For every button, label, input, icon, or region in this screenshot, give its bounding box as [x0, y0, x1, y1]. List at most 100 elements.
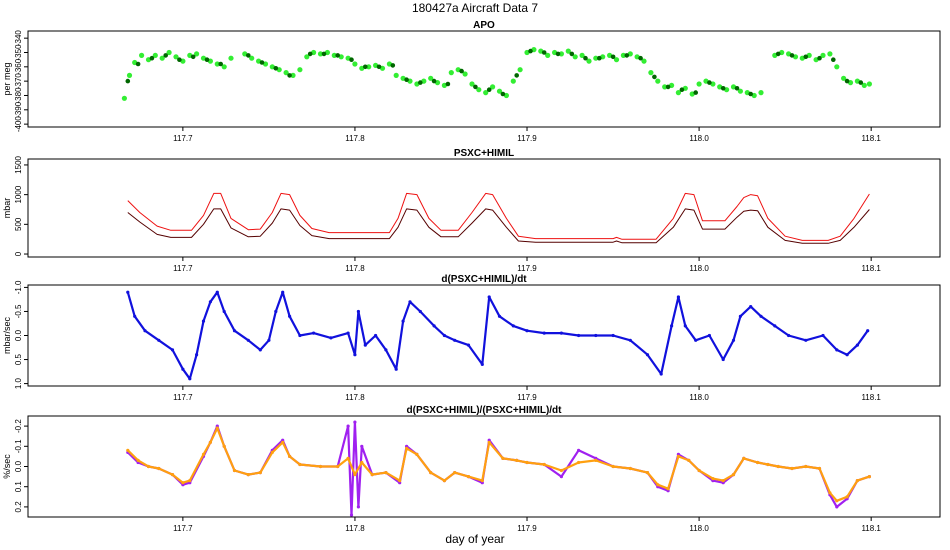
data-point [188, 377, 192, 381]
data-point [542, 331, 546, 335]
data-point [511, 324, 515, 328]
data-point [756, 460, 760, 465]
data-point [487, 440, 491, 444]
y-tick-label: 0.2 [14, 501, 23, 513]
y-tick-label: -0.5 [14, 304, 23, 318]
y-tick-label: 0 [14, 251, 23, 256]
data-point [418, 80, 423, 85]
data-point [201, 319, 206, 323]
y-tick-label: 0.5 [14, 353, 23, 365]
y-tick-label: -380 [14, 87, 23, 104]
y-axis-label: mbar/sec [2, 316, 12, 354]
data-point [620, 52, 627, 59]
data-point [861, 82, 867, 88]
data-point [126, 290, 130, 294]
data-point [611, 464, 615, 469]
x-tick-label: 117.9 [517, 264, 537, 273]
data-point [215, 290, 219, 294]
data-point [593, 55, 599, 61]
data-point [866, 329, 870, 333]
data-point [393, 72, 399, 78]
data-point [287, 73, 292, 78]
y-tick-label: 0.1 [14, 481, 23, 493]
data-point [828, 491, 832, 495]
data-point [831, 57, 836, 62]
data-point [356, 309, 360, 314]
data-point [565, 48, 571, 54]
data-point [159, 55, 165, 61]
data-point [515, 458, 519, 462]
data-point [656, 483, 660, 487]
data-point [867, 475, 872, 479]
data-point [376, 64, 382, 70]
data-point [363, 343, 367, 347]
data-point [374, 333, 378, 338]
data-point [693, 90, 698, 95]
data-point [453, 471, 457, 475]
data-point [476, 87, 482, 93]
x-tick-label: 118.0 [689, 393, 709, 402]
data-point [737, 88, 744, 94]
y-tick-label: 500 [14, 217, 23, 231]
data-point [201, 452, 206, 456]
data-point [577, 460, 581, 465]
data-point [459, 68, 464, 74]
data-point [804, 338, 808, 342]
data-point [445, 81, 451, 87]
data-point [545, 52, 551, 59]
y-tick-label: 0.0 [14, 329, 23, 341]
data-point [136, 458, 140, 462]
data-point [466, 475, 471, 479]
x-tick-label: 117.9 [517, 393, 537, 402]
data-point [384, 348, 388, 352]
data-point [307, 51, 313, 57]
data-point [232, 468, 237, 473]
data-point [352, 61, 358, 67]
data-point [845, 495, 849, 499]
data-point [559, 468, 564, 473]
data-point [312, 331, 316, 335]
data-point [594, 333, 598, 338]
data-point [638, 55, 643, 61]
data-point [594, 458, 598, 462]
data-point [431, 78, 437, 84]
data-point [687, 458, 691, 462]
y-tick-label: -0.1 [14, 439, 23, 453]
data-point [835, 499, 839, 503]
data-point [370, 473, 374, 477]
data-point [408, 300, 412, 304]
data-point [821, 333, 825, 338]
data-point [820, 52, 826, 59]
data-point [246, 473, 250, 477]
data-point [742, 456, 746, 460]
y-tick-label: 1.0 [14, 377, 23, 389]
x-tick-label: 117.7 [173, 524, 193, 533]
data-point [133, 314, 137, 318]
data-point [428, 75, 434, 81]
data-point [173, 54, 179, 60]
x-tick-label: 118.1 [861, 264, 881, 273]
plot-area [121, 47, 873, 101]
data-point [662, 84, 668, 90]
data-point [559, 475, 564, 479]
data-point [336, 464, 340, 469]
data-point [707, 80, 712, 85]
data-point [346, 456, 350, 460]
data-point [149, 55, 155, 61]
data-point [675, 90, 682, 96]
plot-area [126, 420, 872, 517]
data-point [259, 60, 265, 65]
data-point [817, 466, 822, 471]
data-point [221, 64, 227, 70]
plot-frame [27, 158, 941, 258]
panel-title: APO [473, 20, 495, 31]
data-point [759, 314, 763, 318]
data-point [214, 61, 220, 67]
data-point [597, 55, 602, 61]
data-point [335, 53, 341, 58]
data-point [346, 424, 350, 428]
data-point [789, 53, 795, 58]
plot-area [126, 290, 870, 381]
data-point [659, 372, 663, 376]
